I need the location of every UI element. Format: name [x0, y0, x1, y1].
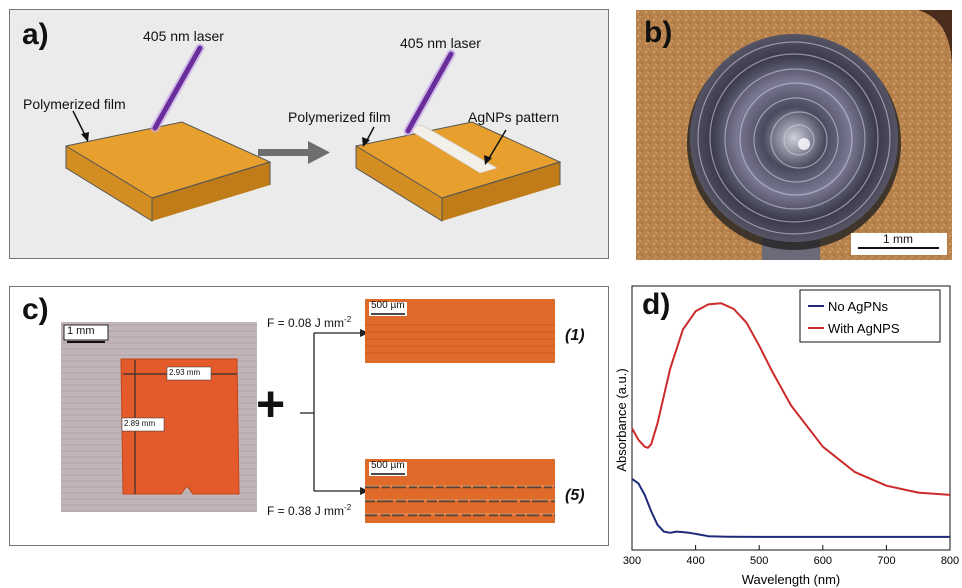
fluence-top-prefix: F = 0.08 J mm [267, 316, 345, 330]
fluence-bracket [300, 329, 369, 495]
left-laser-beam [150, 43, 205, 133]
agnps-pattern-label: AgNPs pattern [468, 109, 560, 125]
panel-b-label: b) [644, 16, 673, 49]
x-tick-label: 700 [877, 555, 895, 567]
legend-label-no-agpns: No AgPNs [828, 299, 888, 314]
polymer-film-square [121, 359, 239, 494]
circular-pattern-photo [636, 10, 952, 260]
y-axis-label: Absorbance (a.u.) [614, 368, 629, 471]
x-tick-label: 400 [686, 555, 704, 567]
panel-a-schematic: a) [9, 9, 609, 259]
x-axis-ticks: 300 400 500 600 700 800 [623, 545, 959, 567]
absorbance-chart-svg: 300 400 500 600 700 800 No AgPNs With AgNPS A… [614, 285, 959, 587]
panel-a-label: a) [22, 18, 49, 51]
panel-d-label: d) [642, 288, 671, 321]
agnps-pointer [484, 129, 507, 165]
left-laser-label: 405 nm laser [143, 28, 224, 44]
micro-bottom-scale: 500 µm [371, 460, 405, 471]
x-tick-label: 800 [941, 555, 959, 567]
right-film-label: Polymerized film [288, 109, 391, 125]
left-film-pointer [72, 110, 89, 142]
micrograph-low-fluence [365, 299, 555, 363]
height-measure-label: 2.89 mm [124, 419, 156, 428]
right-laser-label: 405 nm laser [400, 35, 481, 51]
right-polymerized-film [355, 121, 562, 222]
x-tick-label: 300 [623, 555, 641, 567]
tag-bottom: (5) [565, 487, 585, 504]
panel-b-micrograph: b) 1 mm [636, 10, 952, 260]
x-axis-label: Wavelength (nm) [742, 572, 841, 587]
left-film-label: Polymerized film [23, 96, 126, 112]
legend-label-with-agnps: With AgNPS [828, 321, 900, 336]
panel-d-absorbance-chart: 300 400 500 600 700 800 No AgPNs With AgNPS A… [612, 282, 962, 588]
x-tick-label: 500 [750, 555, 768, 567]
plot-frame [631, 285, 951, 551]
fluence-top-label: F = 0.08 J mm-2 [267, 315, 351, 330]
left-polymerized-film [65, 121, 272, 222]
fluence-bottom-prefix: F = 0.38 J mm [267, 504, 345, 518]
fluence-top-exponent: -2 [344, 315, 352, 324]
width-measure-label: 2.93 mm [169, 368, 201, 377]
scale-bar-box [851, 233, 947, 255]
process-arrow [258, 141, 330, 164]
x-tick-label: 600 [814, 555, 832, 567]
series-line-with-agnps [631, 302, 951, 496]
series-layer [631, 302, 951, 538]
right-laser-beam [403, 49, 456, 136]
fluence-bottom-label: F = 0.38 J mm-2 [267, 503, 351, 518]
scale-bar-label: 1 mm [883, 232, 913, 246]
panel-c-fluence-study: c) 1 mm 2.93 mm 2.89 mm + F = 0.08 J m [9, 286, 609, 546]
right-film-pointer [362, 126, 375, 147]
agnps-pattern-stripe [404, 124, 499, 174]
micro-top-scale: 500 µm [371, 300, 405, 311]
plus-symbol: + [256, 376, 286, 432]
photo-scale-label: 1 mm [67, 325, 95, 337]
film-photo [61, 322, 257, 512]
ablated-disc [690, 34, 898, 242]
panel-c-label: c) [22, 293, 49, 326]
laser-patterning-schematic [65, 43, 562, 222]
series-line-no-agpns [631, 477, 950, 538]
tag-top: (1) [565, 327, 585, 344]
legend-box [799, 289, 941, 343]
fluence-bottom-exponent: -2 [344, 503, 352, 512]
photo-scale-box [63, 324, 109, 341]
micrograph-high-fluence [365, 459, 555, 523]
